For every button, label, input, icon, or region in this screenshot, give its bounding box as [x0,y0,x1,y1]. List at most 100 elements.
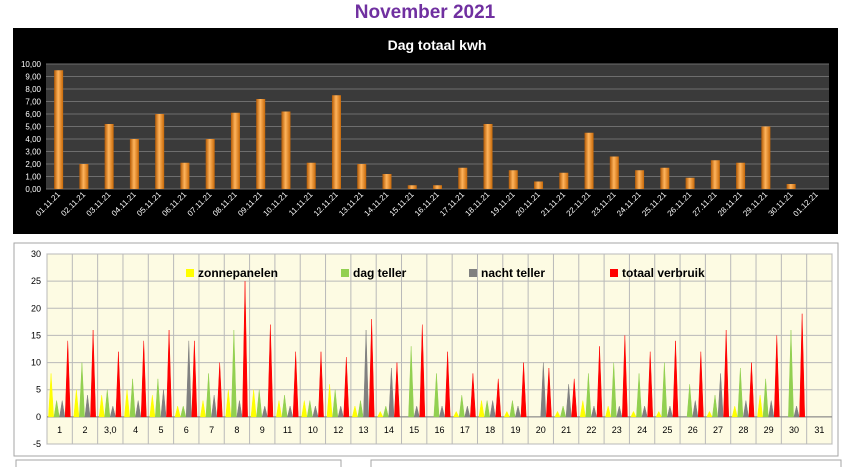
series-spike-nacht-teller [565,384,572,418]
series-spike-dag-teller [129,378,136,418]
series-spike-zonnepanelen [124,389,130,418]
bar [129,139,139,189]
x-tick-label: 5 [158,425,163,435]
legend-swatch [610,269,618,277]
series-spike-dag-teller [636,373,642,418]
bar [331,95,341,189]
series-spike-totaal-verbruik [773,335,780,418]
x-tick-label: 18 [485,425,495,435]
bar [54,70,64,189]
bar [281,111,291,189]
x-tick-label: 28 [738,425,748,435]
x-tick-label: 30 [789,425,799,435]
bar [382,174,392,189]
series-spike-zonnepanelen [554,410,561,418]
y-tick-label: 5,00 [25,123,41,132]
series-spike-totaal-verbruik [292,351,299,418]
legend-swatch [469,269,477,277]
series-spike-totaal-verbruik [799,313,805,418]
series-spike-dag-teller [382,405,389,418]
series-spike-nacht-teller [717,373,724,418]
y-tick-label: 10 [31,358,41,368]
y-tick-label: 5 [36,385,41,395]
series-spike-dag-teller [509,400,516,418]
x-tick-label: 29 [764,425,774,435]
x-tick-label: 22 [586,425,596,435]
bar [685,177,695,189]
series-spike-dag-teller [610,362,617,418]
series-spike-totaal-verbruik [596,346,603,418]
series-spike-nacht-teller [261,405,268,418]
series-spike-totaal-verbruik [672,340,679,418]
y-tick-label: 1,00 [25,173,41,182]
x-tick-label: 21 [561,425,571,435]
series-spike-zonnepanelen [478,400,485,418]
y-tick-label: 20 [31,303,41,313]
series-spike-zonnepanelen [757,395,763,418]
bar [104,124,114,189]
bar [483,124,493,189]
series-spike-dag-teller [433,373,440,418]
series-spike-totaal-verbruik [723,329,730,418]
series-spike-nacht-teller [388,367,395,418]
bar [79,164,89,189]
y-tick-label: 0,00 [25,185,41,194]
series-spike-nacht-teller [616,405,623,418]
series-spike-dag-teller [231,329,237,418]
series-spike-zonnepanelen [98,395,105,418]
series-spike-totaal-verbruik [216,362,223,418]
series-spike-nacht-teller [793,405,800,418]
series-spike-zonnepanelen [200,400,206,418]
series-spike-dag-teller [788,329,794,418]
x-tick-label: 2 [82,425,87,435]
series-spike-zonnepanelen [377,410,384,418]
bar [306,162,316,189]
series-spike-dag-teller [408,346,414,418]
x-tick-label: 19 [510,425,520,435]
series-spike-dag-teller [560,405,566,418]
series-spike-nacht-teller [540,362,547,418]
series-spike-nacht-teller [236,400,243,418]
series-spike-dag-teller [458,395,465,418]
series-spike-totaal-verbruik [647,351,654,418]
series-spike-nacht-teller [743,400,749,418]
x-tick-label: 3,0 [104,425,117,435]
y-tick-label: 6,00 [25,110,41,119]
series-spike-nacht-teller [312,405,319,418]
x-tick-label: 7 [209,425,214,435]
series-spike-zonnepanelen [276,400,282,418]
bottom-panel-right [370,459,842,467]
series-spike-zonnepanelen [579,400,586,418]
series-spike-dag-teller [281,395,288,418]
bar [230,112,240,189]
series-spike-zonnepanelen [655,410,662,418]
series-spike-nacht-teller [667,405,673,418]
series-spike-zonnepanelen [453,410,460,418]
x-tick-label: 31 [814,425,824,435]
bar [433,185,442,189]
series-spike-totaal-verbruik [394,362,400,418]
series-spike-dag-teller [686,384,693,418]
x-tick-label: 8 [234,425,239,435]
bar [609,156,619,189]
x-tick-label: 26 [688,425,698,435]
chart-title: Dag totaal kwh [388,37,487,53]
series-spike-zonnepanelen [326,384,333,418]
series-spike-nacht-teller [109,405,116,418]
series-spike-nacht-teller [591,405,597,418]
y-tick-label: 30 [31,249,41,259]
bar [534,181,544,189]
series-spike-zonnepanelen [605,405,612,418]
series-spike-totaal-verbruik [419,324,426,418]
bar [155,114,165,189]
series-spike-dag-teller [79,362,85,418]
series-spike-totaal-verbruik [571,378,578,418]
series-spike-totaal-verbruik [267,324,274,418]
series-spike-zonnepanelen [630,410,637,418]
series-spike-nacht-teller [84,395,91,418]
series-spike-zonnepanelen [73,389,80,418]
x-tick-label: 17 [460,425,470,435]
series-spike-totaal-verbruik [191,340,198,418]
series-spike-totaal-verbruik [622,335,628,418]
